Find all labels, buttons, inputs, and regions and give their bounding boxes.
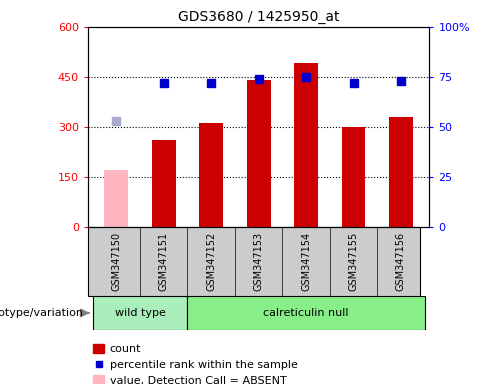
- Bar: [247, 80, 270, 227]
- Text: calreticulin null: calreticulin null: [264, 308, 349, 318]
- Text: GSM347155: GSM347155: [348, 232, 359, 291]
- Text: genotype/variation: genotype/variation: [0, 308, 83, 318]
- Bar: [342, 127, 366, 227]
- Text: GSM347150: GSM347150: [111, 232, 122, 291]
- Legend: count, percentile rank within the sample, value, Detection Call = ABSENT, rank, : count, percentile rank within the sample…: [88, 339, 302, 384]
- Bar: [93, 296, 187, 330]
- Text: GSM347152: GSM347152: [206, 232, 216, 291]
- Text: GSM347154: GSM347154: [301, 232, 311, 291]
- Bar: [187, 296, 425, 330]
- Text: GSM347151: GSM347151: [159, 232, 169, 291]
- Bar: [152, 140, 176, 227]
- Text: GSM347156: GSM347156: [396, 232, 406, 291]
- Bar: [389, 117, 413, 227]
- Text: GSM347153: GSM347153: [254, 232, 264, 291]
- Bar: [294, 63, 318, 227]
- Text: wild type: wild type: [115, 308, 165, 318]
- Title: GDS3680 / 1425950_at: GDS3680 / 1425950_at: [178, 10, 339, 25]
- Bar: [199, 123, 223, 227]
- Bar: [104, 170, 128, 227]
